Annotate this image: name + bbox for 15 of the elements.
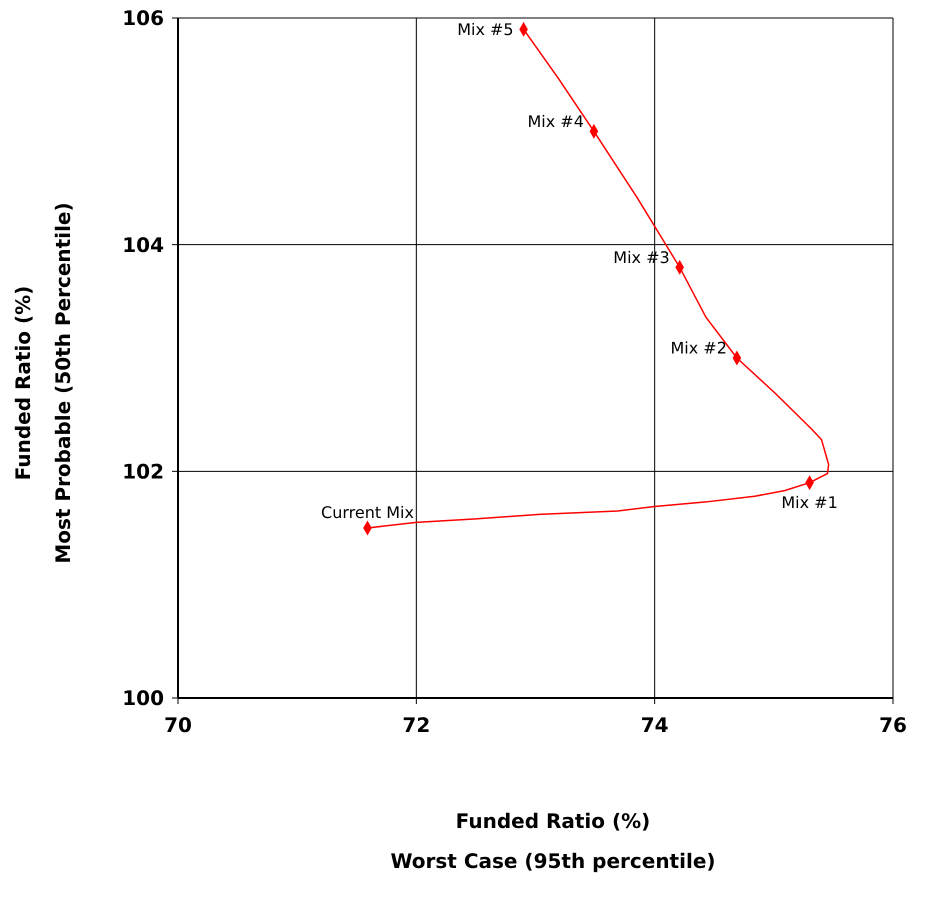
x-tick-label: 76 — [879, 713, 907, 738]
annotation: Mix #1 — [781, 493, 838, 512]
annotation: Mix #4 — [528, 112, 584, 132]
x-tick-label: 74 — [640, 713, 669, 738]
annotation: Mix #2 — [670, 338, 727, 358]
annotation: Current Mix — [321, 503, 414, 522]
x-axis-title: Funded Ratio (%) Worst Case (95th percentile) — [390, 809, 716, 873]
y-tick-label: 104 — [122, 232, 164, 257]
x-tick-label: 70 — [164, 713, 192, 738]
y-tick-label: 100 — [122, 686, 164, 710]
annotation: Mix #5 — [457, 20, 514, 40]
y-tick-label: 106 — [122, 6, 164, 30]
y-tick-label: 102 — [122, 459, 164, 484]
x-tick-label: 72 — [402, 713, 430, 738]
y-axis-title: Funded Ratio (%) Most Probable (50th Percentile) — [11, 202, 75, 564]
